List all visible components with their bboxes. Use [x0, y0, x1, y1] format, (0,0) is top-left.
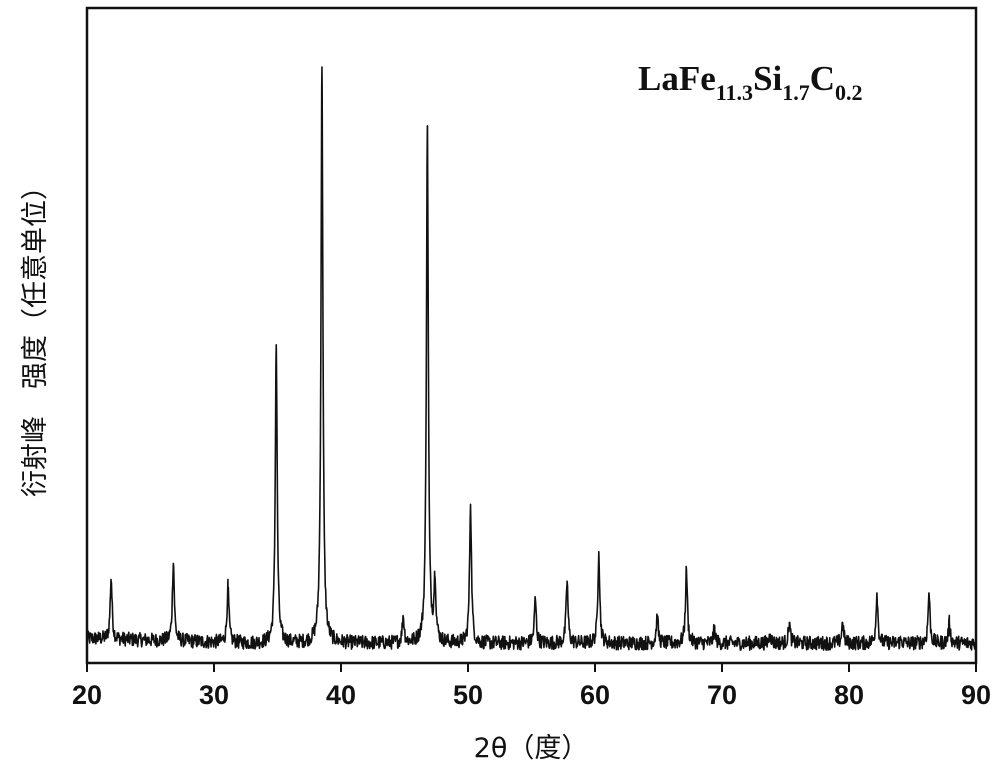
legend-sub-2: 1.7: [782, 80, 810, 105]
x-tick-label-40: 40: [326, 680, 356, 710]
legend-sub-1: 11.3: [716, 80, 753, 105]
x-tick-label-70: 70: [707, 680, 737, 710]
plot-frame: [87, 8, 976, 663]
x-tick-label-30: 30: [199, 680, 229, 710]
x-tick-label-80: 80: [834, 680, 864, 710]
legend-sub-3: 0.2: [835, 80, 863, 105]
x-tick-label-90: 90: [961, 680, 991, 710]
legend-part-2: Si: [753, 59, 782, 98]
y-axis-title: 衍射峰 强度（任意单位）: [20, 173, 51, 497]
x-ticks: [87, 663, 976, 672]
x-tick-label-60: 60: [580, 680, 610, 710]
legend-part-1: LaFe: [638, 59, 716, 98]
x-tick-label-20: 20: [72, 680, 102, 710]
x-axis-title: 2θ（度）: [474, 733, 589, 764]
legend-part-3: C: [810, 59, 835, 98]
x-tick-label-50: 50: [453, 680, 483, 710]
x-tick-labels: 20 30 40 50 60 70 80 90: [72, 680, 991, 710]
